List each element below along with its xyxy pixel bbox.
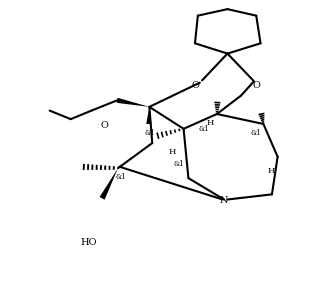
Text: O: O: [253, 81, 261, 90]
Text: &1: &1: [144, 129, 155, 137]
Text: O: O: [191, 81, 199, 90]
Text: H: H: [206, 119, 213, 127]
Text: &1: &1: [198, 125, 209, 133]
Text: HO: HO: [81, 238, 97, 247]
Text: N: N: [220, 196, 228, 205]
Polygon shape: [117, 98, 149, 107]
Text: &1: &1: [174, 160, 184, 168]
Text: O: O: [100, 121, 108, 130]
Text: &1: &1: [250, 129, 261, 137]
Text: H: H: [169, 148, 176, 156]
Polygon shape: [146, 107, 152, 124]
Text: &1: &1: [115, 173, 126, 181]
Text: H: H: [267, 167, 275, 175]
Polygon shape: [100, 168, 118, 200]
